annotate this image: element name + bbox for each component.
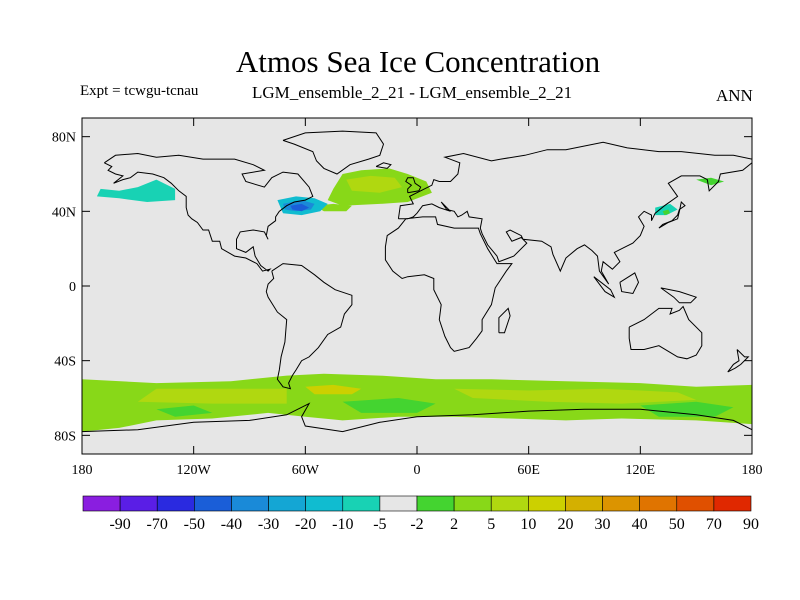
colorbar-swatch	[268, 495, 306, 512]
x-tick-label: 0	[414, 463, 421, 478]
colorbar-swatch	[528, 495, 566, 512]
coast-antarctica	[81, 402, 753, 433]
colorbar-label: 5	[487, 516, 495, 533]
colorbar-swatch	[639, 495, 678, 512]
coast-australia	[628, 305, 703, 360]
coast-iceland	[375, 162, 392, 169]
colorbar-swatch	[119, 495, 158, 512]
experiment-label: Expt = tcwgu-tcnau	[80, 83, 199, 99]
chart-title: Atmos Sea Ice Concentration	[235, 44, 601, 79]
y-tick-label: 0	[69, 280, 76, 295]
okhotsk-green-patch	[662, 209, 671, 216]
x-tick-label: 60W	[292, 463, 320, 478]
colorbar-label: -90	[109, 516, 130, 533]
x-tick-label: 180	[742, 463, 763, 478]
colorbar-swatch	[82, 495, 121, 512]
coast-north-america	[104, 152, 314, 272]
colorbar-swatch	[565, 495, 603, 512]
southern-ocean-yellow-1	[137, 388, 287, 404]
coast-new-guinea	[660, 287, 698, 304]
colorbar-label: 30	[595, 516, 611, 533]
x-tick-label: 180	[72, 463, 93, 478]
north-pacific-patch	[96, 179, 176, 202]
colorbar-label: 10	[520, 516, 536, 533]
colorbar-label: 20	[557, 516, 573, 533]
southern-ocean-green-patch-3	[156, 405, 213, 417]
colorbar-label: -10	[332, 516, 353, 533]
colorbar-swatch	[453, 495, 492, 512]
y-tick-label: 40S	[54, 355, 76, 370]
colorbar-label: -40	[221, 516, 242, 533]
colorbar-label: -2	[410, 516, 423, 533]
coast-eurasia	[397, 141, 753, 285]
colorbar-swatch	[156, 495, 195, 512]
colorbar-label: -50	[184, 516, 205, 533]
colorbar-label: 90	[743, 516, 759, 533]
y-tick-label: 40N	[52, 205, 76, 220]
coast-greenland	[282, 130, 385, 175]
colorbar-label: 2	[450, 516, 458, 533]
colorbar-swatch	[305, 495, 344, 512]
colorbar-swatch	[676, 495, 715, 512]
coast-new-zealand	[727, 349, 750, 373]
colorbar-swatch	[194, 495, 232, 512]
colorbar-swatch	[490, 495, 529, 512]
southern-ocean-green-patch-1	[342, 398, 436, 413]
colorbar-label: 50	[669, 516, 685, 533]
northwest-atlantic-anomaly-core	[290, 203, 310, 212]
x-tick-label: 120W	[177, 463, 212, 478]
coast-britain	[405, 177, 422, 194]
colorbar-swatch	[713, 495, 752, 512]
colorbar-label: 70	[706, 516, 722, 533]
southern-ocean-yellow-2	[454, 388, 697, 404]
colorbar-label: -70	[147, 516, 168, 533]
x-tick-label: 60E	[517, 463, 540, 478]
coast-south-america	[265, 263, 353, 390]
colorbar-swatch	[416, 495, 455, 512]
coast-japan	[658, 200, 686, 229]
north-atlantic-yellow	[346, 175, 403, 193]
colorbar-swatch	[379, 495, 418, 512]
southern-ocean-green-patch-2	[640, 401, 734, 417]
y-tick-label: 80S	[54, 429, 76, 444]
colorbar-label: -5	[373, 516, 386, 533]
colorbar-swatch	[342, 495, 381, 512]
southern-ocean-yellow-3	[305, 384, 362, 395]
coast-borneo	[619, 272, 640, 295]
coast-sumatra	[593, 276, 616, 299]
season-label: ANN	[716, 86, 753, 105]
plot-area	[81, 118, 753, 454]
axes: 180 120W 60W 0 60E 120E 180 80N 40N 0 40S 80S	[52, 117, 763, 478]
japan-sea-patch	[655, 203, 678, 216]
colorbar: -90 -70 -50 -40 -30 -20 -10 -5 -2 2 5 10 20 30 40 50 70 9…	[82, 495, 759, 533]
coast-madagascar	[498, 307, 511, 334]
colorbar-swatch	[231, 495, 269, 512]
colorbar-label: -20	[295, 516, 316, 533]
x-tick-label: 120E	[626, 463, 656, 478]
colorbar-swatch	[602, 495, 640, 512]
colorbar-label: 40	[632, 516, 648, 533]
colorbar-label: -30	[258, 516, 279, 533]
comparison-label: LGM_ensemble_2_21 - LGM_ensemble_2_21	[252, 83, 573, 102]
y-tick-label: 80N	[52, 131, 76, 146]
coast-africa	[384, 216, 513, 352]
